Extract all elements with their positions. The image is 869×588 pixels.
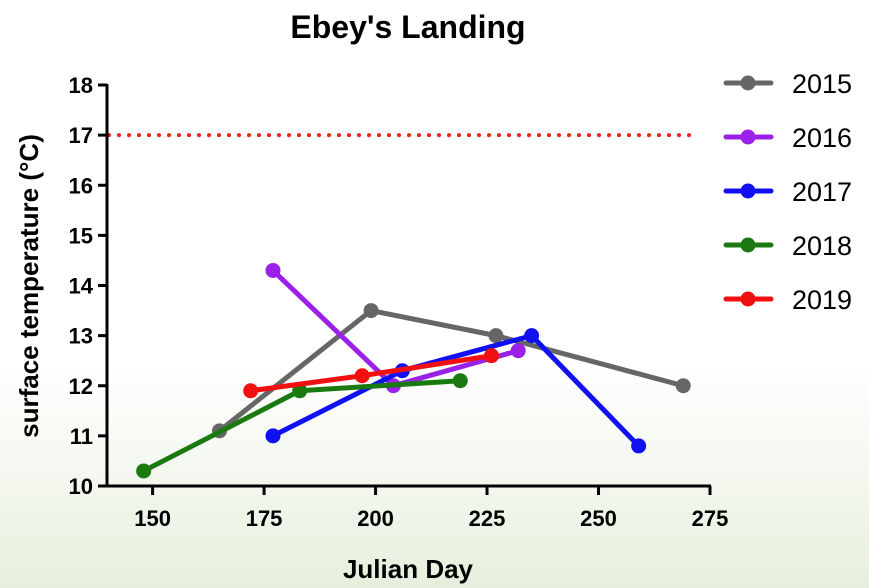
y-tick-label: 13 bbox=[69, 324, 93, 349]
series-line bbox=[270, 333, 642, 449]
y-tick-label: 15 bbox=[69, 223, 93, 248]
legend-label: 2016 bbox=[792, 123, 852, 153]
legend-item-2019: 2019 bbox=[723, 285, 852, 315]
y-tick-label: 10 bbox=[69, 474, 93, 499]
data-point bbox=[510, 343, 526, 359]
series-2019 bbox=[243, 348, 499, 399]
series-2015 bbox=[211, 303, 691, 439]
legend-item-2017: 2017 bbox=[723, 177, 852, 207]
y-tick-label: 16 bbox=[69, 173, 93, 198]
chart-title: Ebey's Landing bbox=[290, 9, 525, 45]
series-line bbox=[216, 308, 686, 434]
legend-item-2015: 2015 bbox=[723, 69, 852, 99]
x-axis-title: Julian Day bbox=[343, 554, 474, 584]
legend-label: 2019 bbox=[792, 285, 852, 315]
x-tick-label: 200 bbox=[357, 506, 394, 531]
data-point bbox=[631, 438, 647, 454]
legend-item-2016: 2016 bbox=[723, 123, 852, 153]
legend-label: 2015 bbox=[792, 69, 852, 99]
legend-swatch-marker bbox=[740, 183, 756, 199]
series-group bbox=[136, 262, 691, 479]
y-tick-label: 18 bbox=[69, 73, 93, 98]
data-point bbox=[452, 373, 468, 389]
x-tick-label: 175 bbox=[246, 506, 283, 531]
y-tick-label: 12 bbox=[69, 374, 93, 399]
data-point bbox=[488, 328, 504, 344]
legend-swatch-marker bbox=[740, 75, 756, 91]
data-point bbox=[524, 328, 540, 344]
y-tick-label: 14 bbox=[69, 274, 94, 299]
x-tick-label: 225 bbox=[469, 506, 506, 531]
data-point bbox=[363, 303, 379, 319]
legend-swatch-marker bbox=[740, 129, 756, 145]
x-tick-label: 275 bbox=[692, 506, 729, 531]
legend: 2015 2016 2017 2018 2019 bbox=[723, 69, 852, 315]
series-2018 bbox=[136, 373, 468, 479]
data-point bbox=[265, 262, 281, 278]
data-point bbox=[243, 383, 259, 399]
y-tick-label: 11 bbox=[70, 424, 93, 449]
legend-swatch-marker bbox=[740, 237, 756, 253]
legend-label: 2017 bbox=[792, 177, 852, 207]
data-point bbox=[483, 348, 499, 364]
data-point bbox=[675, 378, 691, 394]
legend-swatch-marker bbox=[740, 291, 756, 307]
y-tick-label: 17 bbox=[69, 123, 93, 148]
legend-item-2018: 2018 bbox=[723, 231, 852, 261]
y-axis-title: surface temperature (°C) bbox=[14, 134, 44, 438]
data-point bbox=[136, 463, 152, 479]
legend-label: 2018 bbox=[792, 231, 852, 261]
x-tick-label: 250 bbox=[580, 506, 617, 531]
data-point bbox=[265, 428, 281, 444]
ticks-group: 150 175 200 225 250 275 10 11 12 13 14 15 16 17 18 bbox=[69, 73, 729, 531]
data-point bbox=[354, 368, 370, 384]
x-tick-label: 150 bbox=[134, 506, 171, 531]
